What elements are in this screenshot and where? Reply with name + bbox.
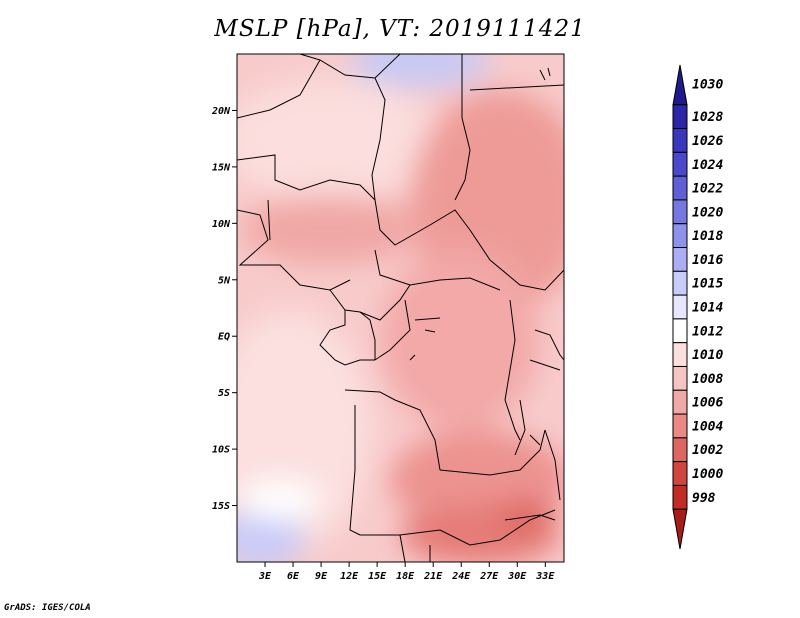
lon-tick-label: 12E — [340, 571, 359, 582]
colorbar-label: 1012 — [692, 324, 723, 339]
lat-tick-label: EQ — [218, 332, 230, 343]
colorbar-label: 1024 — [692, 158, 723, 173]
lon-tick-label: 33E — [535, 571, 555, 582]
colorbar-swatch — [672, 461, 688, 486]
colorbar-label: 998 — [692, 491, 716, 506]
colorbar-label: 1028 — [692, 110, 723, 125]
colorbar-swatch — [672, 64, 688, 106]
pressure-field — [237, 54, 564, 562]
lon-tick-label: 15E — [368, 571, 387, 582]
colorbar-swatch — [672, 151, 688, 177]
colorbar-label: 1016 — [692, 253, 723, 268]
colorbar-swatch — [672, 342, 688, 367]
grads-credit: GrADS: IGES/COLA — [4, 603, 91, 613]
lon-tick-label: 21E — [423, 571, 443, 582]
colorbar-label: 1022 — [692, 182, 723, 197]
lat-tick-label: 15S — [212, 501, 230, 512]
lat-tick-label: 15N — [212, 162, 231, 173]
map-title: MSLP [hPa], VT: 2019111421 — [214, 16, 586, 42]
colorbar-label: 1006 — [692, 396, 723, 411]
colorbar-swatch — [672, 175, 688, 201]
colorbar-swatch — [672, 508, 688, 550]
colorbar-swatch — [672, 247, 688, 272]
colorbar-label: 1000 — [692, 467, 723, 482]
colorbar-label: 1018 — [692, 229, 723, 244]
lat-tick-label: 5S — [218, 388, 230, 399]
colorbar-label: 1030 — [692, 78, 723, 93]
lon-tick-label: 9E — [315, 571, 328, 582]
colorbar-label: 1014 — [692, 301, 723, 316]
colorbar-swatch — [672, 104, 688, 130]
country-borders — [237, 54, 564, 562]
colorbar-swatch — [672, 128, 688, 153]
colorbar: 1030 1028 1026 1024 1022 1020 1018 1016 1015 1014… — [672, 64, 723, 550]
colorbar-label: 1010 — [692, 348, 723, 363]
colorbar-swatch — [672, 223, 688, 249]
lon-tick-label: 27E — [479, 571, 499, 582]
colorbar-swatch — [672, 270, 688, 296]
colorbar-swatch — [672, 294, 688, 320]
colorbar-swatch — [672, 318, 688, 344]
map-frame — [236, 53, 565, 563]
lon-tick-label: 3E — [258, 571, 272, 582]
colorbar-swatch — [672, 413, 688, 439]
colorbar-label: 1004 — [692, 419, 723, 434]
colorbar-swatch — [672, 389, 688, 415]
lat-tick-label: 5N — [218, 275, 231, 286]
colorbar-label: 1015 — [692, 277, 723, 292]
colorbar-label: 1026 — [692, 134, 723, 149]
colorbar-swatch — [672, 484, 688, 510]
lat-tick-label: 10N — [212, 219, 231, 230]
latitude-axis: 20N 15N 10N 5N EQ 5S 10S 15S — [211, 106, 237, 512]
colorbar-swatch — [672, 199, 688, 225]
colorbar-swatch — [672, 365, 688, 391]
colorbar-label: 1002 — [692, 443, 723, 458]
lon-tick-label: 6E — [287, 571, 300, 582]
longitude-axis: 3E 6E 9E 12E 15E 18E 21E 24E 27E 30E 33E — [258, 562, 555, 582]
colorbar-swatch — [672, 437, 688, 463]
colorbar-label: 1020 — [692, 205, 723, 220]
lat-tick-label: 10S — [212, 445, 230, 456]
lon-tick-label: 30E — [507, 571, 527, 582]
lon-tick-label: 24E — [451, 571, 471, 582]
lon-tick-label: 18E — [396, 571, 415, 582]
colorbar-label: 1008 — [692, 372, 723, 387]
lat-tick-label: 20N — [211, 106, 231, 117]
